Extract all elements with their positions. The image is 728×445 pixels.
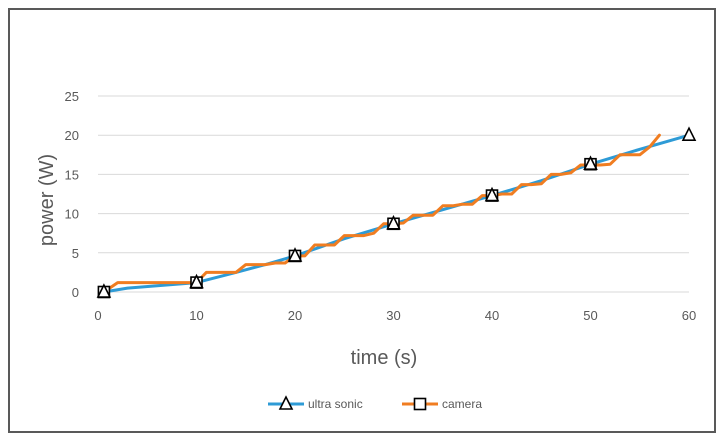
x-tick-label: 30 [386,308,400,323]
y-axis-title: power (W) [36,154,58,246]
legend: ultra sonic camera [268,395,482,411]
series-line-camera [102,133,661,294]
legend-label-ultra-sonic: ultra sonic [308,397,363,411]
y-tick-label: 20 [65,128,79,143]
x-tick-label: 50 [583,308,597,323]
ultra-sonic-marker [681,126,697,141]
y-tick-labels: 0 5 10 15 20 25 [65,89,79,300]
x-tick-label: 10 [189,308,203,323]
gridlines [98,95,689,293]
x-axis-title: time (s) [351,347,418,369]
x-tick-label: 0 [94,308,101,323]
x-tick-label: 60 [682,308,696,323]
chart-frame [8,8,716,433]
y-tick-label: 15 [65,167,79,182]
legend-label-camera: camera [442,397,482,411]
ultra-sonic-marker [96,283,112,298]
y-tick-label: 25 [65,89,79,104]
legend-marker-camera [413,397,427,411]
series-markers [96,126,697,299]
ultra-sonic-marker [386,215,401,230]
x-tick-labels: 0 10 20 30 40 50 60 [94,308,696,323]
legend-marker-ultra-sonic [278,395,294,410]
y-tick-label: 10 [65,207,79,222]
ultra-sonic-marker [484,186,500,202]
series-lines [102,133,691,294]
x-tick-label: 20 [288,308,302,323]
ultra-sonic-marker [287,247,303,262]
x-tick-label: 40 [485,308,499,323]
ultra-sonic-marker [189,273,204,289]
y-tick-label: 0 [72,285,79,300]
ultra-sonic-marker [583,155,598,171]
y-tick-label: 5 [72,246,79,261]
